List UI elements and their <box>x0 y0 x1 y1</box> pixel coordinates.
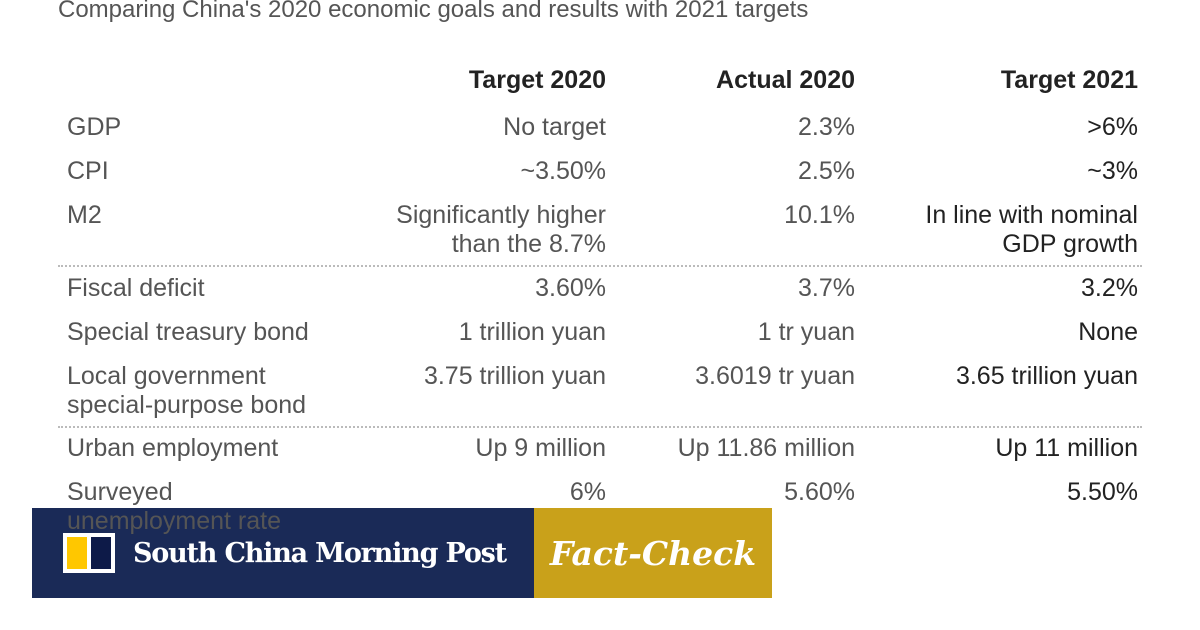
row-label: M2 <box>67 201 102 229</box>
cell-target-2020: Significantly higher than the 8.7% <box>396 201 606 258</box>
cell-actual-2020: 1 tr yuan <box>757 318 855 346</box>
row-label: Surveyed unemployment rate <box>67 478 282 535</box>
cell-target-2021: 3.2% <box>1081 274 1138 302</box>
col-header-target-2021: Target 2021 <box>1000 66 1138 94</box>
cell-actual-2020: 2.3% <box>798 113 855 141</box>
cell-target-2020: 3.75 trillion yuan <box>423 362 606 390</box>
brand-name: South China Morning Post <box>133 537 507 569</box>
cell-target-2021: 5.50% <box>1067 478 1138 506</box>
scmp-fact-check-banner: South China Morning Post Fact-Check <box>32 508 772 598</box>
cell-actual-2020: 3.6019 tr yuan <box>695 362 855 390</box>
cell-target-2021: None <box>1078 318 1138 346</box>
subtitle: Comparing China's 2020 economic goals an… <box>58 0 809 23</box>
cell-actual-2020: Up 11.86 million <box>677 434 855 462</box>
scmp-brand-block: South China Morning Post <box>32 508 534 598</box>
row-label: Urban employment <box>67 434 279 462</box>
row-label: Local government special-purpose bond <box>67 362 307 419</box>
col-header-target-2020: Target 2020 <box>468 66 606 94</box>
cell-target-2020: Up 9 million <box>475 434 606 462</box>
cell-actual-2020: 3.7% <box>798 274 855 302</box>
scmp-logo-icon <box>63 533 115 573</box>
cell-target-2021: ~3% <box>1087 157 1138 185</box>
divider <box>58 265 1142 267</box>
cell-target-2020: 3.60% <box>535 274 606 302</box>
cell-target-2021: 3.65 trillion yuan <box>955 362 1138 390</box>
row-label: GDP <box>67 113 122 141</box>
cell-actual-2020: 10.1% <box>784 201 855 229</box>
cell-target-2021: >6% <box>1087 113 1138 141</box>
row-label: Fiscal deficit <box>67 274 205 302</box>
cell-target-2021: Up 11 million <box>995 434 1138 462</box>
divider <box>58 426 1142 428</box>
col-header-actual-2020: Actual 2020 <box>716 66 855 94</box>
cell-target-2021: In line with nominal GDP growth <box>925 201 1138 258</box>
cell-target-2020: No target <box>503 113 606 141</box>
cell-target-2020: 6% <box>569 478 606 506</box>
cell-target-2020: 1 trillion yuan <box>458 318 606 346</box>
row-label: Special treasury bond <box>67 318 309 346</box>
cell-actual-2020: 2.5% <box>798 157 855 185</box>
cell-target-2020: ~3.50% <box>520 157 607 185</box>
cell-actual-2020: 5.60% <box>784 478 855 506</box>
row-label: CPI <box>67 157 109 185</box>
fact-check-label: Fact-Check <box>534 508 772 598</box>
